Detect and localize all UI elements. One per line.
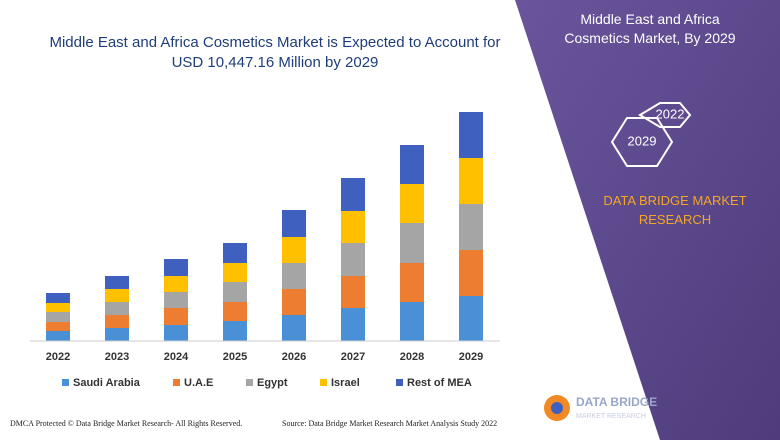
bar-segment <box>459 158 483 204</box>
bar-segment <box>282 263 306 289</box>
bar-segment <box>46 322 70 331</box>
source: Source: Data Bridge Market Research Mark… <box>282 419 497 428</box>
legend-label: U.A.E <box>184 377 213 389</box>
bar-segment <box>400 145 424 184</box>
bar-segment <box>282 289 306 315</box>
bar-segment <box>282 237 306 263</box>
bar-segment <box>223 302 247 321</box>
bar-segment <box>459 112 483 158</box>
bar-segment <box>46 331 70 341</box>
bar-segment <box>46 293 70 303</box>
legend-label: Egypt <box>257 377 288 389</box>
hexagon-label: 2022 <box>656 106 685 121</box>
x-tick-label: 2022 <box>46 351 70 363</box>
bar-segment <box>400 302 424 341</box>
bar-segment <box>223 243 247 263</box>
bar-segment <box>46 312 70 322</box>
legend-swatch <box>246 379 253 386</box>
legend-label: Saudi Arabia <box>73 377 141 389</box>
bar-segment <box>105 289 129 302</box>
bar-segment <box>105 276 129 289</box>
logo-text: DATA BRIDGE <box>576 395 657 409</box>
bar-segment <box>223 263 247 282</box>
hexagon <box>638 102 692 128</box>
bar-segment <box>223 282 247 302</box>
bar-segment <box>341 243 365 276</box>
bar-segment <box>341 178 365 211</box>
bar-segment <box>341 211 365 243</box>
bar-segment <box>164 292 188 308</box>
copyright: DMCA Protected © Data Bridge Market Rese… <box>10 419 242 428</box>
x-tick-label: 2029 <box>459 351 483 363</box>
bar-segment <box>164 276 188 292</box>
bar-segment <box>341 276 365 308</box>
legend-swatch <box>396 379 403 386</box>
bar-segment <box>164 259 188 276</box>
x-tick-label: 2025 <box>223 351 247 363</box>
legend-swatch <box>173 379 180 386</box>
legend-label: Rest of MEA <box>407 377 472 389</box>
logo-text: MARKET RESEARCH <box>576 413 646 420</box>
brand: DATA BRIDGE MARKET RESEARCH <box>603 193 747 227</box>
bar-segment <box>459 204 483 250</box>
bar-segment <box>400 223 424 263</box>
bar-segment <box>459 296 483 341</box>
bar-segment <box>105 302 129 315</box>
bar-segment <box>282 315 306 341</box>
legend-swatch <box>62 379 69 386</box>
bar-segment <box>105 315 129 328</box>
bar-segment <box>341 308 365 341</box>
legend-swatch <box>320 379 327 386</box>
chart-title: Middle East and Africa Cosmetics Market … <box>49 34 501 71</box>
bar-segment <box>46 303 70 312</box>
logo-icon <box>551 402 563 414</box>
bar-segment <box>164 308 188 325</box>
bar-segment <box>282 210 306 237</box>
hexagon <box>610 117 674 167</box>
panel-background <box>515 0 780 440</box>
bar-segment <box>105 328 129 341</box>
x-tick-label: 2026 <box>282 351 306 363</box>
bar-segment <box>164 325 188 341</box>
x-tick-label: 2023 <box>105 351 129 363</box>
hexagon-label: 2029 <box>628 133 657 148</box>
x-tick-label: 2024 <box>164 351 189 363</box>
panel-title: Middle East and Africa Cosmetics Market,… <box>564 11 736 46</box>
x-tick-label: 2028 <box>400 351 424 363</box>
bar-segment <box>459 250 483 296</box>
legend-label: Israel <box>331 377 360 389</box>
bar-segment <box>400 263 424 302</box>
x-tick-label: 2027 <box>341 351 365 363</box>
bar-segment <box>400 184 424 223</box>
bar-segment <box>223 321 247 341</box>
